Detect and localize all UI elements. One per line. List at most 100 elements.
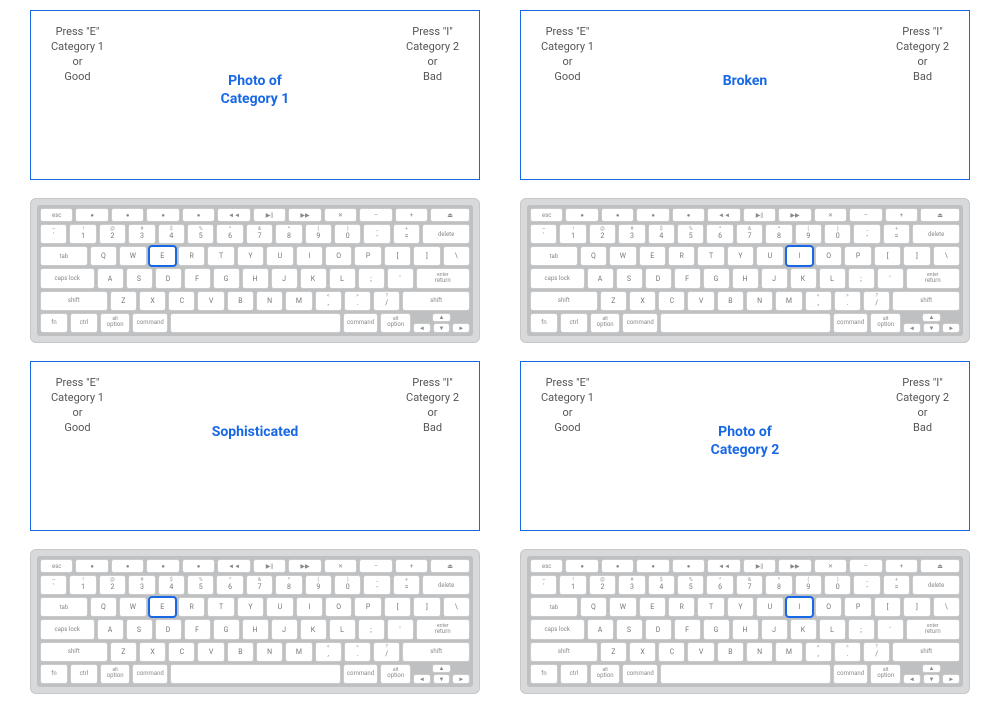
key-v: V xyxy=(197,291,224,311)
key-3: #3 xyxy=(618,575,645,595)
key-o: O xyxy=(815,597,842,617)
delete-key: delete xyxy=(912,575,960,595)
space-key xyxy=(170,664,341,684)
key-g: G xyxy=(213,268,240,288)
key-q: Q xyxy=(90,246,117,266)
fn-key: esc xyxy=(40,559,73,573)
fn-key: ● xyxy=(565,559,598,573)
key-d: D xyxy=(155,268,182,288)
instruction-line: Category 2 xyxy=(406,40,459,55)
fn-key: ● xyxy=(636,559,669,573)
stimulus-label: Photo ofCategory 2 xyxy=(711,424,780,459)
key-s: S xyxy=(126,619,153,639)
key-s: S xyxy=(616,268,643,288)
key-option: altoption xyxy=(870,313,901,333)
fn-key: esc xyxy=(530,559,563,573)
key-shift: shift xyxy=(530,642,598,662)
key-l: L xyxy=(329,268,356,288)
key-.: >. xyxy=(344,642,371,662)
key-/: ?/ xyxy=(373,642,400,662)
key-command: command xyxy=(132,664,168,684)
key-ctrl: ctrl xyxy=(70,313,98,333)
key-t: T xyxy=(207,597,234,617)
fn-key: ▶▶ xyxy=(288,559,321,573)
key-a: A xyxy=(587,268,614,288)
fn-key: ● xyxy=(601,208,634,222)
key-shift: shift xyxy=(40,642,108,662)
key-h: H xyxy=(242,268,269,288)
key-': ' xyxy=(387,268,414,288)
arrow-keys: ▲◄▼► xyxy=(903,664,960,684)
key-caps lock: caps lock xyxy=(40,619,95,639)
instruction-line: Category 1 xyxy=(541,40,594,55)
instruction-line: Category 1 xyxy=(541,391,594,406)
key-;: ; xyxy=(848,268,875,288)
key-\: \ xyxy=(933,597,960,617)
fn-key: ● xyxy=(672,559,705,573)
stimulus-label: Broken xyxy=(723,73,768,91)
key-6: ^6 xyxy=(216,575,243,595)
key-fn: fn xyxy=(530,664,558,684)
instruction-line: or xyxy=(406,55,459,70)
key-command: command xyxy=(622,664,658,684)
fn-key: ● xyxy=(111,208,144,222)
key-command: command xyxy=(343,313,379,333)
key-t: T xyxy=(697,246,724,266)
key-s: S xyxy=(126,268,153,288)
key-d: D xyxy=(645,619,672,639)
key-a: A xyxy=(97,619,124,639)
key-=: += xyxy=(393,575,420,595)
fn-key: ● xyxy=(111,559,144,573)
key-,: <, xyxy=(315,642,342,662)
key-option: altoption xyxy=(380,664,411,684)
key-9: (9 xyxy=(305,224,332,244)
key-]: ] xyxy=(413,597,440,617)
fn-key: ● xyxy=(565,208,598,222)
key-3: #3 xyxy=(618,224,645,244)
key-]: ] xyxy=(413,246,440,266)
key-l: L xyxy=(819,619,846,639)
stimulus-panel: Press "E"Category 1orGoodPress "I"Catego… xyxy=(30,10,480,180)
fn-key: – xyxy=(849,559,882,573)
key-f: F xyxy=(674,619,701,639)
key-g: G xyxy=(213,619,240,639)
key-k: K xyxy=(300,619,327,639)
key-i: I xyxy=(786,246,813,266)
key-u: U xyxy=(756,246,783,266)
key-shift: shift xyxy=(402,642,470,662)
key-f: F xyxy=(184,268,211,288)
key-option: altoption xyxy=(380,313,411,333)
key-=: += xyxy=(883,224,910,244)
key-option: altoption xyxy=(100,664,131,684)
key-3: #3 xyxy=(128,224,155,244)
key-,: <, xyxy=(805,291,832,311)
keyboard: esc●●●●◄◄▶||▶▶✕–+⏏~`!1@2#3$4%5^6&7*8(9)0… xyxy=(520,198,970,343)
fn-key: ◄◄ xyxy=(707,208,740,222)
key-tab: tab xyxy=(530,246,578,266)
key-2: @2 xyxy=(99,224,126,244)
key-n: N xyxy=(746,291,773,311)
instruction-line: or xyxy=(406,406,459,421)
instruction-line: Good xyxy=(541,421,594,436)
instruction-line: Press "E" xyxy=(51,25,104,40)
fn-key: ● xyxy=(182,208,215,222)
key-6: ^6 xyxy=(706,575,733,595)
key-option: altoption xyxy=(870,664,901,684)
key-y: Y xyxy=(237,597,264,617)
instruction-line: Press "E" xyxy=(541,25,594,40)
key-c: C xyxy=(168,642,195,662)
right-instruction: Press "I"Category 2orBad xyxy=(896,25,949,84)
key-.: >. xyxy=(834,642,861,662)
key-r: R xyxy=(668,246,695,266)
right-instruction: Press "I"Category 2orBad xyxy=(406,25,459,84)
instruction-line: or xyxy=(541,406,594,421)
key-/: ?/ xyxy=(863,642,890,662)
key-j: J xyxy=(271,619,298,639)
key-y: Y xyxy=(727,246,754,266)
instruction-line: or xyxy=(51,406,104,421)
key-': ' xyxy=(387,619,414,639)
key-d: D xyxy=(155,619,182,639)
key-h: H xyxy=(242,619,269,639)
fn-key: – xyxy=(359,559,392,573)
fn-key: ⏏ xyxy=(920,559,960,573)
